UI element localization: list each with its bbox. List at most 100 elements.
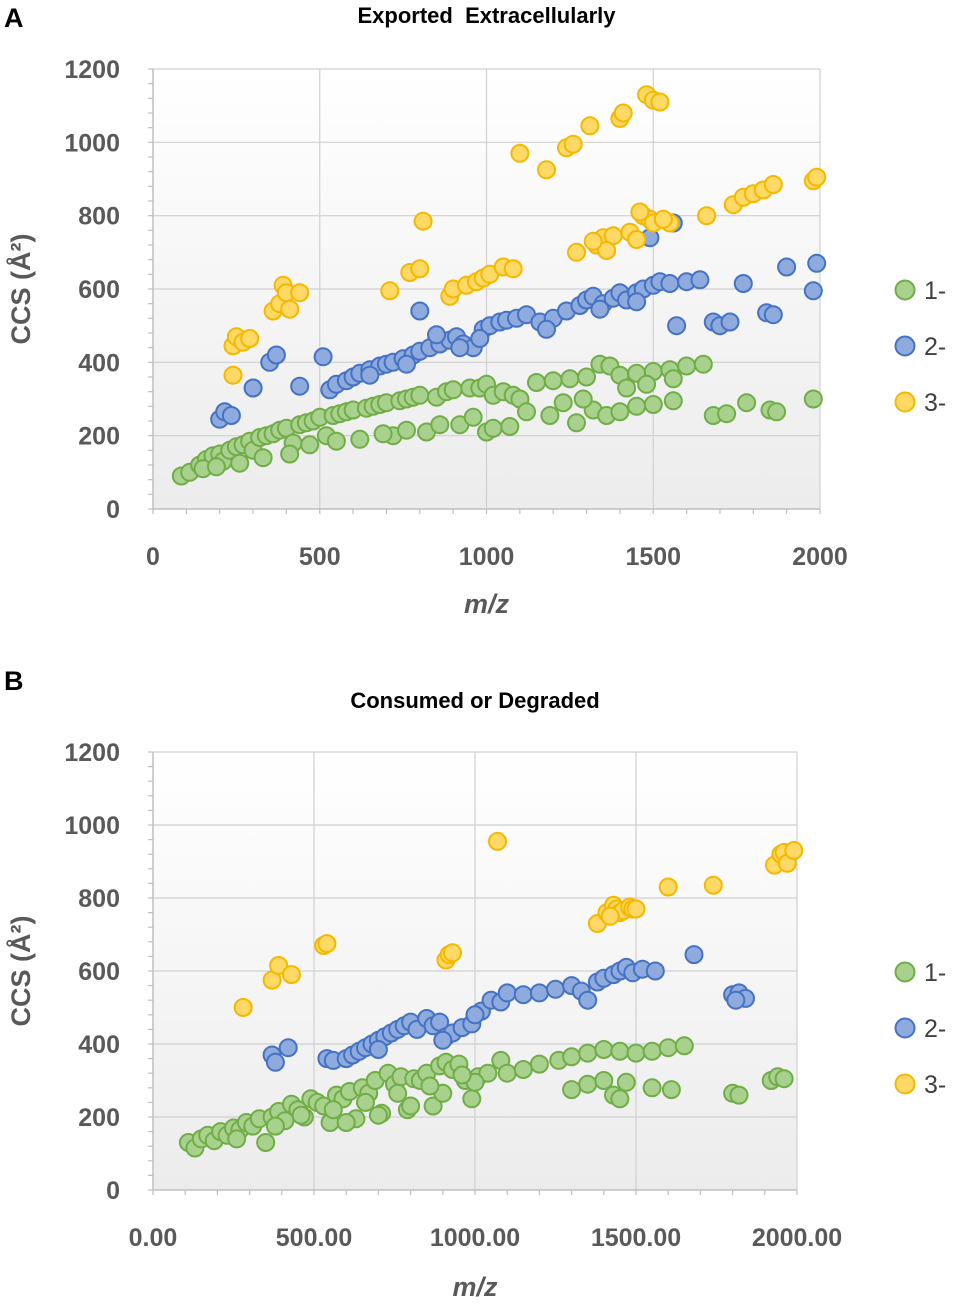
data-point <box>443 380 463 400</box>
y-tick-label: 400 <box>78 349 120 377</box>
data-point <box>413 211 433 231</box>
data-point <box>597 241 617 260</box>
data-point <box>578 1043 598 1063</box>
series-1minus <box>171 354 823 486</box>
x-tick-label: 0 <box>146 543 160 571</box>
data-point <box>627 396 647 416</box>
y-tick-label: 600 <box>78 958 120 986</box>
data-point <box>483 418 503 438</box>
data-point <box>643 395 663 414</box>
data-point <box>423 1096 443 1116</box>
data-point <box>553 393 573 413</box>
x-tick-label: 500 <box>299 543 341 571</box>
data-point <box>733 274 753 293</box>
data-point <box>594 1071 614 1090</box>
chart-title: Exported Extracellularly <box>358 3 617 28</box>
legend-label: 2- <box>924 1015 946 1043</box>
data-point <box>500 417 520 436</box>
data-point <box>433 1030 453 1050</box>
data-point <box>610 402 630 422</box>
data-point <box>563 134 583 154</box>
data-point <box>278 1038 298 1058</box>
data-point <box>265 1052 285 1072</box>
y-tick-label: 400 <box>78 1031 120 1059</box>
legend-label: 1- <box>924 959 946 987</box>
data-point <box>807 167 827 187</box>
data-point <box>529 1054 549 1074</box>
data-point <box>282 965 301 985</box>
series-3minus <box>233 831 804 1017</box>
y-tick-label: 0 <box>106 496 120 524</box>
legend-label: 1- <box>924 277 946 305</box>
data-point <box>726 990 746 1010</box>
data-point <box>300 435 320 455</box>
x-tick-label: 2000 <box>792 543 848 571</box>
data-point <box>642 1041 662 1061</box>
data-point <box>594 1040 614 1059</box>
data-point <box>253 448 273 468</box>
data-point <box>626 1043 646 1063</box>
data-point <box>803 389 823 409</box>
data-point <box>684 945 704 965</box>
y-tick-label: 1200 <box>64 739 120 767</box>
y-tick-label: 200 <box>78 423 120 451</box>
series-2minus <box>262 945 755 1072</box>
legend: 1- 2- 3- <box>894 277 946 417</box>
data-point <box>373 424 393 444</box>
data-point <box>630 202 650 222</box>
data-point <box>410 385 430 405</box>
panel-b: B Consumed or Degraded 0 200 400 600 800 1000 12… <box>4 666 946 1302</box>
x-axis-label: m/z <box>452 1272 498 1302</box>
legend-marker <box>894 1017 916 1039</box>
data-point <box>703 875 723 895</box>
data-point <box>280 299 300 319</box>
data-point <box>663 369 683 389</box>
data-point <box>667 316 687 336</box>
data-point <box>388 1083 408 1103</box>
data-point <box>313 347 333 367</box>
data-point <box>410 301 430 321</box>
data-point <box>660 274 680 293</box>
legend-label: 3- <box>924 1071 946 1099</box>
data-point <box>537 319 556 339</box>
data-point <box>578 1074 598 1094</box>
data-point <box>462 1089 482 1109</box>
data-point <box>368 1040 388 1059</box>
legend-marker <box>894 335 916 357</box>
data-point <box>637 374 657 394</box>
y-tick-label: 0 <box>106 1177 120 1205</box>
y-tick-label: 1000 <box>64 812 120 840</box>
x-tick-label: 1000.00 <box>430 1224 520 1252</box>
chart-title: Consumed or Degraded <box>350 688 599 713</box>
data-point <box>737 393 757 413</box>
data-point <box>368 1105 388 1125</box>
data-point <box>642 1078 662 1098</box>
data-point <box>517 402 536 422</box>
data-point <box>540 406 560 425</box>
data-point <box>291 1105 311 1125</box>
y-tick-label: 800 <box>78 203 120 231</box>
data-point <box>360 365 380 385</box>
x-tick-label: 1000 <box>459 543 515 571</box>
data-point <box>227 1129 247 1149</box>
y-tick-label: 1000 <box>64 129 120 157</box>
y-tick-label: 1200 <box>64 56 120 84</box>
data-point <box>720 312 740 332</box>
data-point <box>397 354 416 374</box>
data-point <box>478 1063 498 1083</box>
data-point <box>658 877 678 897</box>
data-point <box>560 369 580 389</box>
data-point <box>645 961 665 981</box>
data-point <box>256 1133 276 1152</box>
data-point <box>580 116 600 136</box>
data-point <box>513 985 533 1005</box>
data-point <box>577 367 596 387</box>
data-point <box>529 983 549 1003</box>
data-point <box>206 457 226 477</box>
data-point <box>240 329 260 348</box>
y-tick-label: 200 <box>78 1104 120 1132</box>
data-point <box>488 831 507 851</box>
data-point <box>767 402 787 422</box>
data-point <box>627 292 647 312</box>
x-tick-label: 1500.00 <box>591 1224 681 1252</box>
